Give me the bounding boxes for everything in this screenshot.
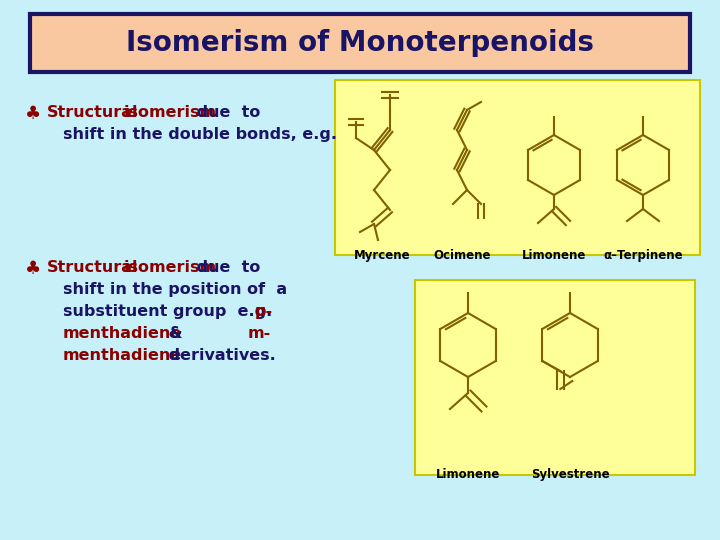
Text: due  to: due to — [191, 260, 261, 275]
Text: isomerism: isomerism — [124, 260, 217, 275]
Text: m-: m- — [248, 326, 271, 341]
Text: substituent group  e.g.: substituent group e.g. — [63, 304, 284, 319]
Text: Myrcene: Myrcene — [354, 249, 410, 262]
Text: derivatives.: derivatives. — [163, 348, 276, 363]
Text: ♣: ♣ — [25, 260, 41, 278]
Text: due  to: due to — [191, 105, 261, 120]
Text: Structural: Structural — [47, 260, 138, 275]
Text: Sylvestrene: Sylvestrene — [531, 468, 609, 481]
Text: Isomerism of Monoterpenoids: Isomerism of Monoterpenoids — [126, 29, 594, 57]
Text: isomerism: isomerism — [124, 105, 217, 120]
Text: p-: p- — [255, 304, 273, 319]
Text: Ocimene: Ocimene — [433, 249, 491, 262]
Text: &: & — [163, 326, 183, 341]
Text: Limonene: Limonene — [522, 249, 586, 262]
Bar — [30, 14, 690, 72]
Text: Limonene: Limonene — [436, 468, 500, 481]
Text: shift in the position of  a: shift in the position of a — [63, 282, 287, 297]
Text: Structural: Structural — [47, 105, 138, 120]
Text: shift in the double bonds, e.g.: shift in the double bonds, e.g. — [63, 127, 337, 142]
Text: α–Terpinene: α–Terpinene — [603, 249, 683, 262]
Text: ♣: ♣ — [25, 105, 41, 123]
Text: menthadiene: menthadiene — [63, 348, 182, 363]
Text: menthadiene: menthadiene — [63, 326, 182, 341]
Bar — [335, 80, 700, 255]
Bar — [415, 280, 695, 475]
